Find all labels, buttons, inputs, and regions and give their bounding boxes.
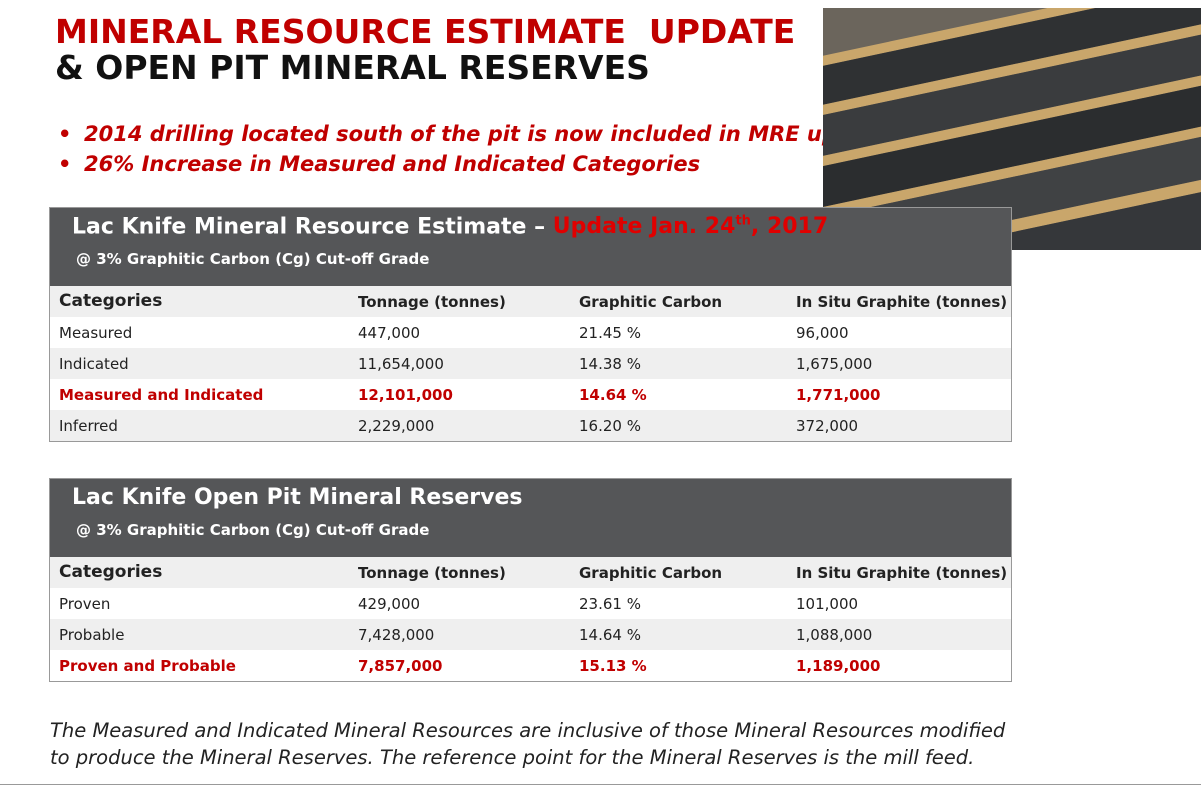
cell: 14.64 % (579, 626, 641, 644)
cell: 1,675,000 (796, 355, 873, 373)
bullet-text: 26% Increase in Measured and Indicated C… (84, 152, 701, 176)
cell: 447,000 (358, 324, 421, 342)
bullet: • 26% Increase in Measured and Indicated … (58, 152, 701, 176)
table-subtitle: @ 3% Graphitic Carbon (Cg) Cut-off Grade (76, 521, 430, 539)
highlight-text: Update Jan. 24 (552, 214, 736, 240)
table-row: Measured and Indicated 12,101,000 14.64 % 1… (50, 379, 1011, 410)
table-row: Probable 7,428,000 14.64 % 1,088,000 (50, 619, 1011, 650)
table: Lac Knife Mineral Resource Estimate – Up… (49, 207, 1012, 442)
cell: 7,857,000 (358, 657, 443, 675)
table-title: Lac Knife Open Pit Mineral Reserves (72, 485, 523, 510)
cell: Probable (59, 626, 125, 644)
table: Lac Knife Open Pit Mineral Reserves @ 3% … (49, 478, 1012, 682)
cell: Proven (59, 595, 111, 613)
highlight-sup: th (735, 214, 751, 229)
table-title-text: Lac Knife Open Pit Mineral Reserves (72, 485, 523, 510)
column-header: In Situ Graphite (tonnes) (796, 293, 1008, 311)
column-header-row: Categories Tonnage (tonnes) Graphitic Carb… (50, 557, 1011, 588)
column-header: Categories (59, 562, 163, 582)
cell: 1,088,000 (796, 626, 873, 644)
title-line1: MINERAL RESOURCE ESTIMATE UPDATE (55, 12, 796, 51)
footnote: The Measured and Indicated Mineral Resou… (50, 719, 1006, 769)
table-row: Measured 447,000 21.45 % 96,000 (50, 317, 1011, 348)
column-header: Graphitic Carbon (579, 293, 723, 311)
cell: 12,101,000 (358, 386, 453, 404)
bottom-rule (0, 784, 1201, 785)
cell: Indicated (59, 355, 129, 373)
title-line2: & OPEN PIT MINERAL RESERVES (55, 48, 650, 87)
cell: 16.20 % (579, 417, 641, 435)
column-header-row: Categories Tonnage (tonnes) Graphitic Carb… (50, 286, 1011, 317)
cell: 1,189,000 (796, 657, 881, 675)
cell: 429,000 (358, 595, 421, 613)
table-header: Lac Knife Mineral Resource Estimate – Up… (50, 208, 1011, 286)
table-row: Indicated 11,654,000 14.38 % 1,675,000 (50, 348, 1011, 379)
cell: 101,000 (796, 595, 859, 613)
cell: 21.45 % (579, 324, 641, 342)
cell: 7,428,000 (358, 626, 435, 644)
column-header: Tonnage (tonnes) (358, 293, 506, 311)
cell: 96,000 (796, 324, 849, 342)
cell: 23.61 % (579, 595, 641, 613)
column-header: Tonnage (tonnes) (358, 564, 506, 582)
cell: Measured and Indicated (59, 386, 264, 404)
table-title: Lac Knife Mineral Resource Estimate – Up… (72, 214, 828, 239)
cell: 14.64 % (579, 386, 647, 404)
cell: 2,229,000 (358, 417, 435, 435)
column-header: In Situ Graphite (tonnes) (796, 564, 1008, 582)
table-title-text: Lac Knife Mineral Resource Estimate – (72, 214, 553, 240)
column-header: Graphitic Carbon (579, 564, 723, 582)
cell: Measured (59, 324, 133, 342)
highlight-end: , 2017 (750, 214, 829, 240)
bullet: • 2014 drilling located south of the pit … (58, 122, 891, 146)
table-header: Lac Knife Open Pit Mineral Reserves @ 3% … (50, 479, 1011, 557)
cell: 14.38 % (579, 355, 641, 373)
cell: 1,771,000 (796, 386, 881, 404)
table-subtitle: @ 3% Graphitic Carbon (Cg) Cut-off Grade (76, 250, 430, 268)
cell: 11,654,000 (358, 355, 444, 373)
cell: 15.13 % (579, 657, 647, 675)
column-header: Categories (59, 291, 163, 311)
cell: Proven and Probable (59, 657, 236, 675)
table-row: Proven and Probable 7,857,000 15.13 % 1,189… (50, 650, 1011, 681)
table-row: Proven 429,000 23.61 % 101,000 (50, 588, 1011, 619)
cell: 372,000 (796, 417, 859, 435)
table-row: Inferred 2,229,000 16.20 % 372,000 (50, 410, 1011, 441)
cell: Inferred (59, 417, 118, 435)
bullet-text: 2014 drilling located south of the pit i… (84, 122, 891, 146)
table-title-highlight: Update Jan. 24th, 2017 (553, 214, 828, 239)
